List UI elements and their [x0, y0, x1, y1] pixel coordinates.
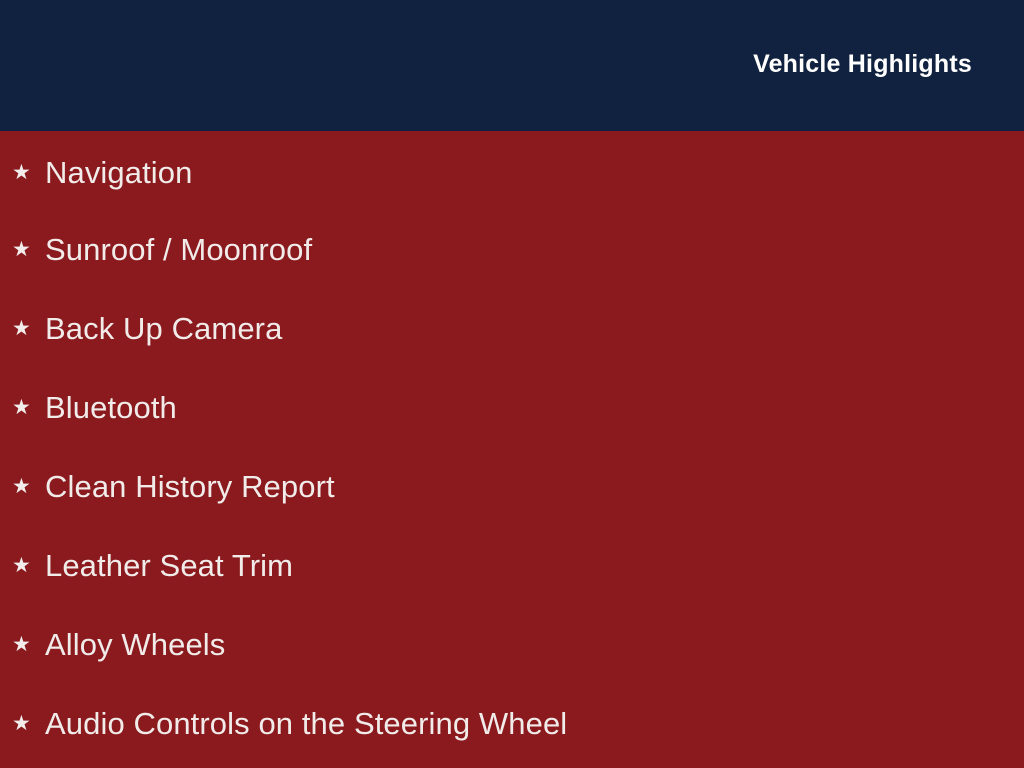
vehicle-highlights-list: ★ Navigation ★ Sunroof / Moonroof ★ Back…: [0, 131, 1024, 768]
list-item-label: Bluetooth: [45, 389, 177, 425]
list-item: ★ Navigation: [0, 131, 1024, 210]
list-item-label: Leather Seat Trim: [45, 547, 294, 583]
list-item: ★ Alloy Wheels: [0, 605, 1024, 684]
star-icon: ★: [12, 633, 31, 656]
star-icon: ★: [12, 238, 31, 261]
list-item: ★ Sunroof / Moonroof: [0, 210, 1024, 289]
list-item-label: Navigation: [45, 154, 193, 190]
list-item: ★ Back Up Camera: [0, 289, 1024, 368]
star-icon: ★: [12, 475, 31, 498]
star-icon: ★: [12, 161, 31, 184]
list-item-label: Audio Controls on the Steering Wheel: [45, 705, 568, 741]
header-band: Vehicle Highlights: [0, 0, 1024, 131]
list-item: ★ Leather Seat Trim: [0, 526, 1024, 605]
list-item-label: Alloy Wheels: [45, 626, 226, 662]
list-item: ★ Bluetooth: [0, 368, 1024, 447]
list-item: ★ Clean History Report: [0, 447, 1024, 526]
star-icon: ★: [12, 396, 31, 419]
page-title: Vehicle Highlights: [753, 50, 972, 78]
list-item-label: Sunroof / Moonroof: [45, 231, 313, 267]
star-icon: ★: [12, 554, 31, 577]
star-icon: ★: [12, 712, 31, 735]
list-item: ★ Audio Controls on the Steering Wheel: [0, 684, 1024, 763]
list-item-label: Back Up Camera: [45, 310, 283, 346]
list-item-label: Clean History Report: [45, 468, 335, 504]
star-icon: ★: [12, 317, 31, 340]
